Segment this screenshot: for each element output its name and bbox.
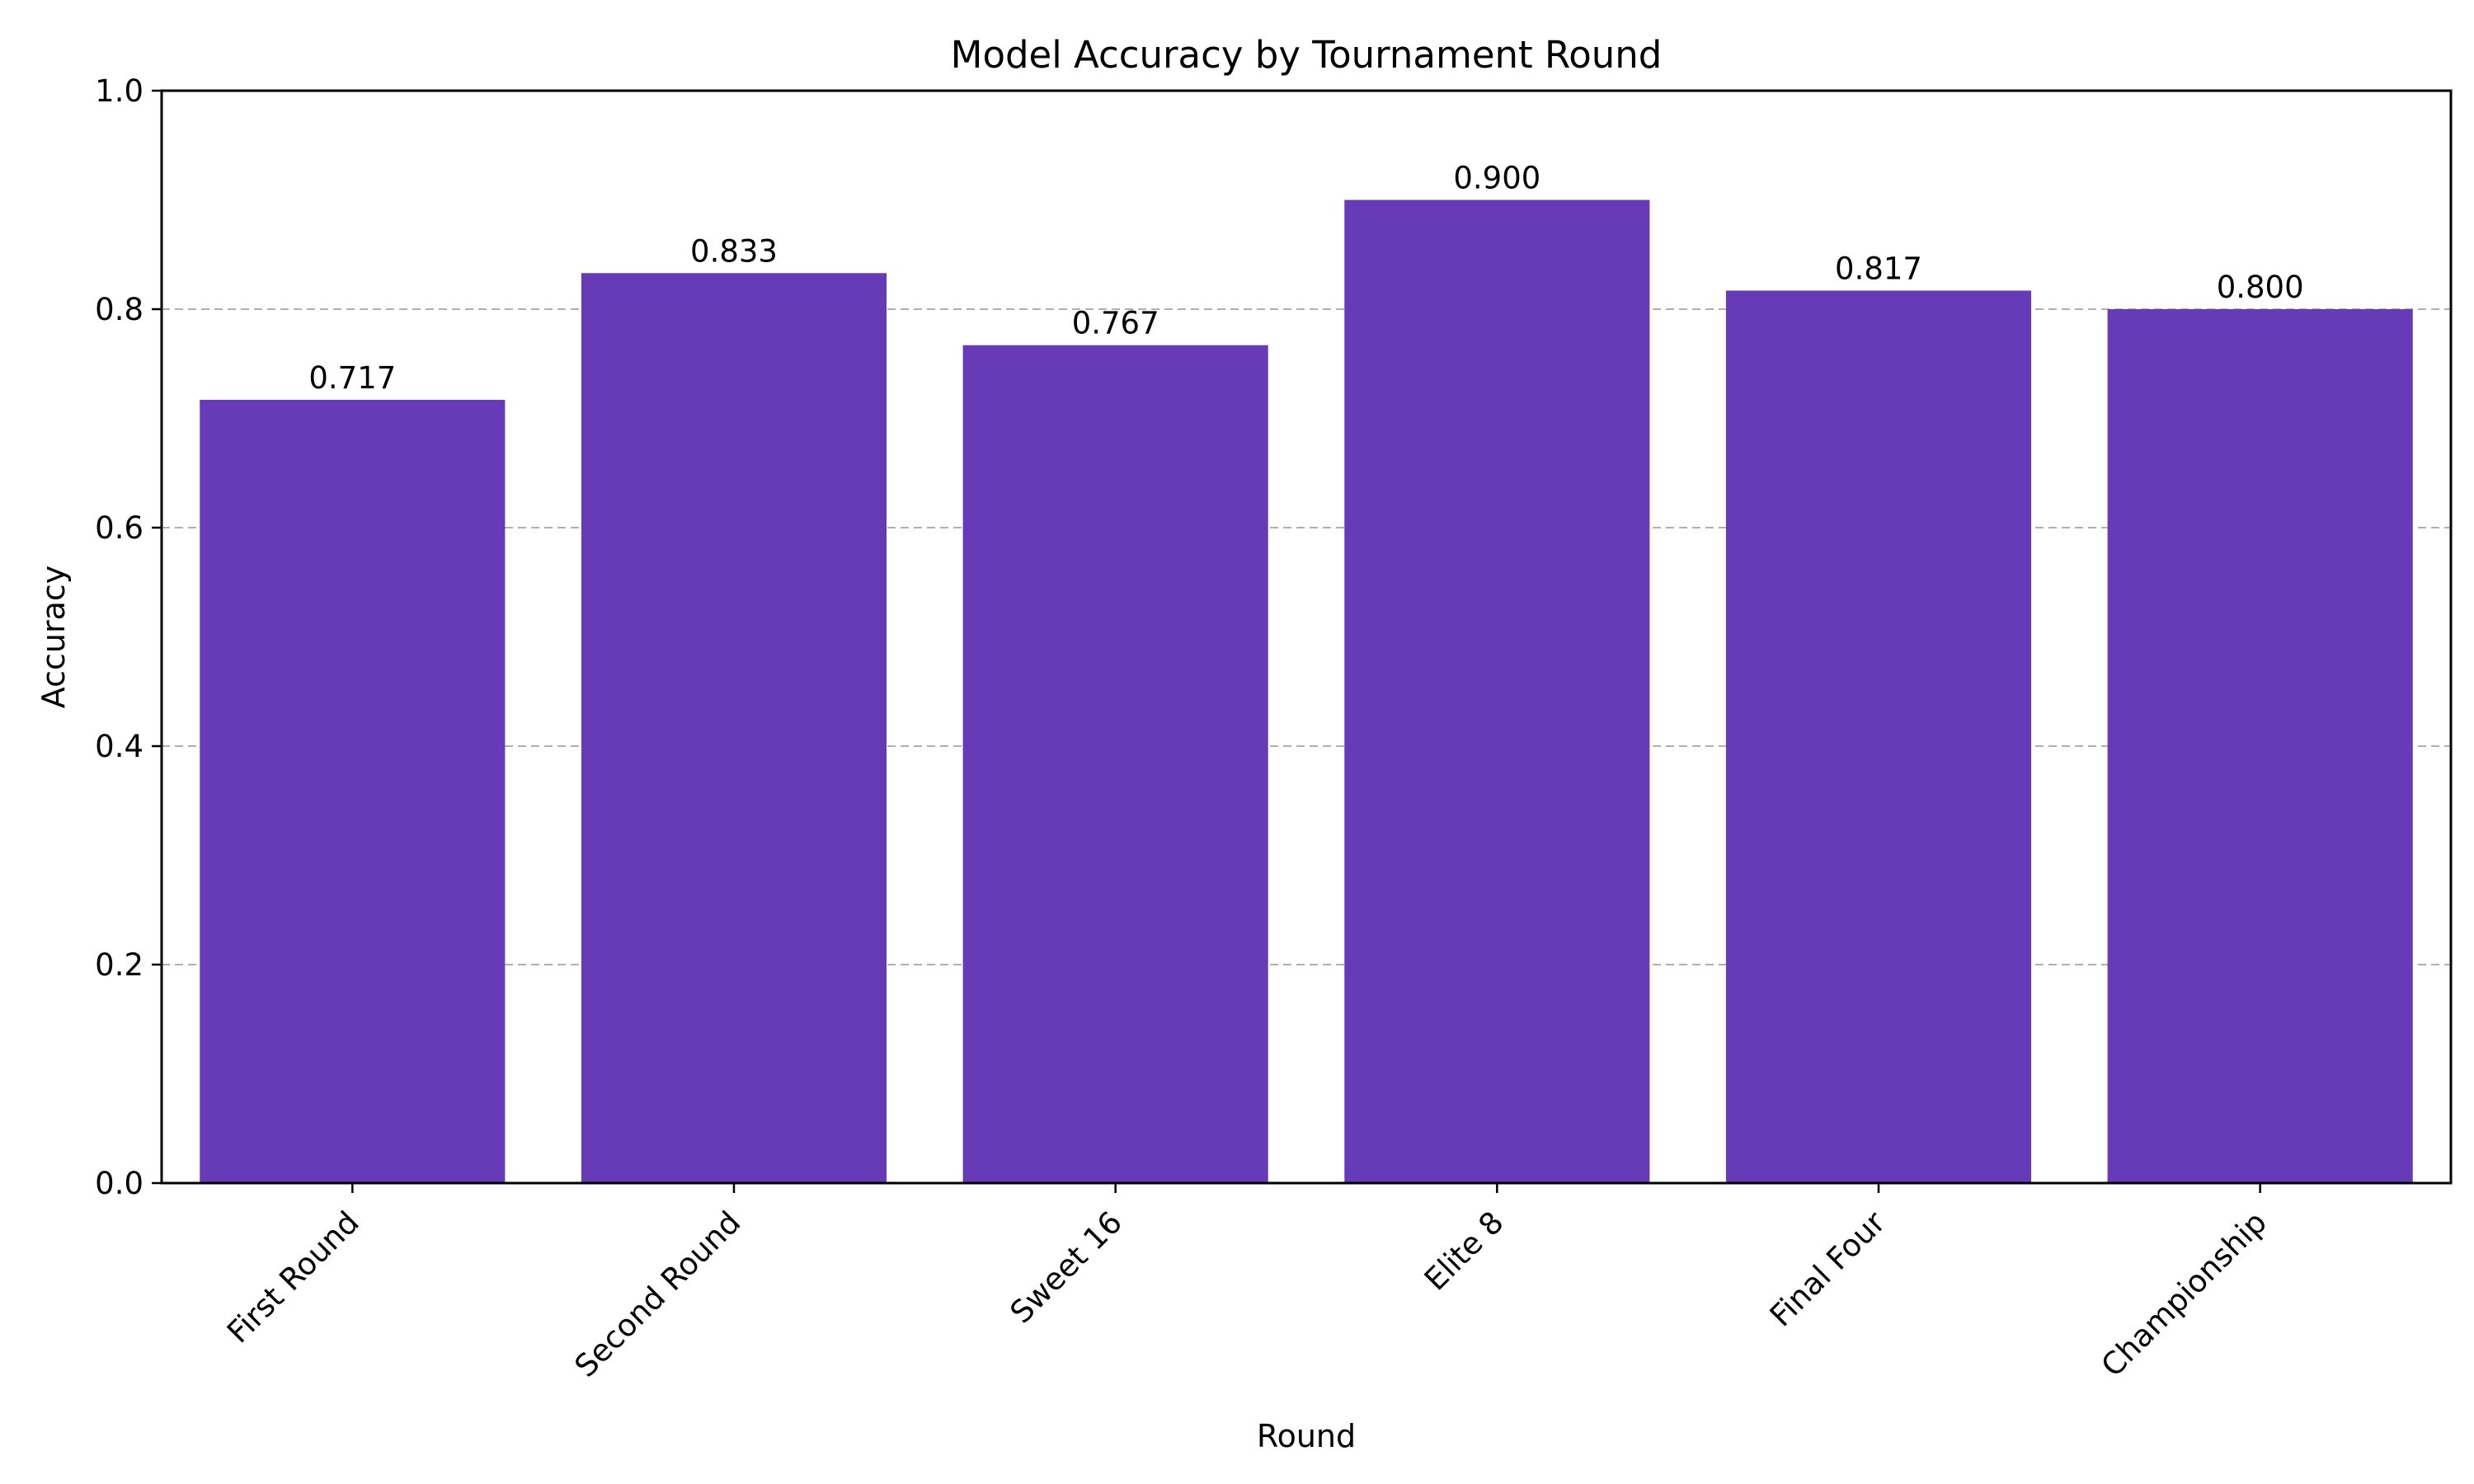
y-tick-label: 0.8 (95, 292, 143, 327)
y-tick-label: 0.4 (95, 729, 143, 764)
bar (2107, 309, 2413, 1183)
y-tick-label: 0.6 (95, 510, 143, 546)
bar-value-label: 0.800 (2217, 270, 2304, 305)
bar-value-label: 0.817 (1835, 251, 1922, 286)
bar (581, 273, 887, 1183)
bar-value-label: 0.900 (1453, 161, 1540, 196)
y-axis: 0.0 0.2 0.4 0.6 0.8 1.0 (95, 73, 162, 1201)
y-tick-label: 1.0 (95, 73, 143, 109)
bars (200, 200, 2413, 1184)
y-axis-label: Accuracy (35, 566, 72, 709)
chart-title: Model Accuracy by Tournament Round (951, 33, 1663, 77)
data-labels: 0.717 0.833 0.767 0.900 0.817 0.800 (308, 161, 2303, 396)
bar (1344, 200, 1650, 1183)
plot-frame (160, 89, 2453, 1185)
bar (962, 345, 1268, 1184)
bar (1725, 290, 2032, 1184)
x-axis-label: Round (1257, 1418, 1356, 1454)
y-tick-label: 0.0 (95, 1166, 143, 1201)
y-tick-label: 0.2 (95, 947, 143, 983)
bar-value-label: 0.833 (690, 233, 778, 269)
bar-value-label: 0.717 (308, 360, 396, 396)
bar (200, 399, 506, 1184)
bar-value-label: 0.767 (1072, 306, 1159, 341)
